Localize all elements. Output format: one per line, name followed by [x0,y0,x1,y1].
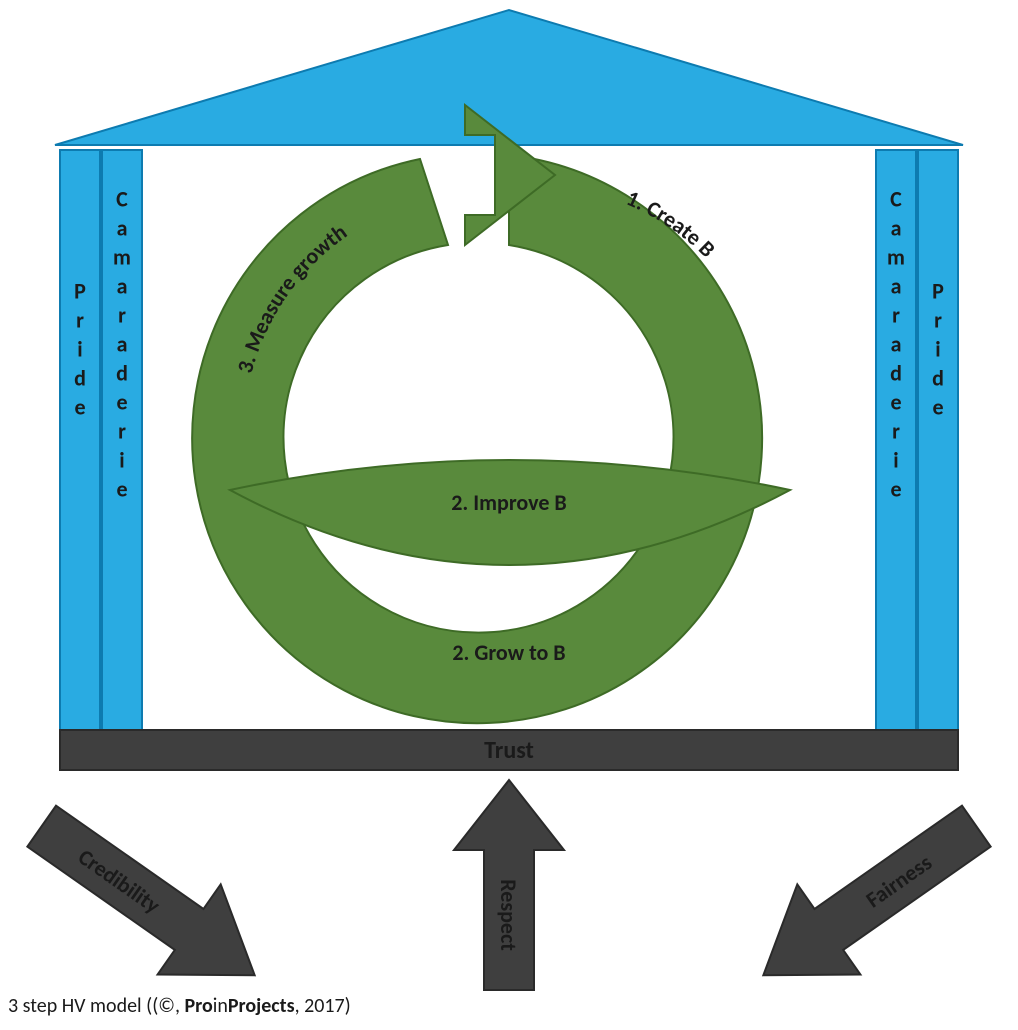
pillar-left-inner: Camaraderie [102,150,142,730]
pillar-right-outer: Pride [918,150,958,730]
pillar-right-inner-label: Camaraderie [883,186,910,505]
pillar-right-inner: Camaraderie [876,150,916,730]
caption-text: 3 step HV model ((©, ProinProjects, 2017… [8,994,351,1018]
cycle-step2-grow-label: 2. Grow to B [452,639,565,666]
input-arrow-left: Credibility [10,781,286,1020]
pillar-left-inner-label: Camaraderie [109,186,136,505]
pillar-left-outer-label: Pride [67,278,94,423]
foundation-bar: Trust [60,730,958,770]
input-arrow-right: Fairness [732,781,1008,1020]
foundation-label: Trust [484,736,534,765]
pillar-left-outer: Pride [60,150,100,730]
input-arrow-center: Respect [454,780,564,990]
roof-triangle [55,10,963,145]
cycle-ring [192,105,790,723]
pillar-right-outer-label: Pride [925,278,952,423]
cycle-step2-improve-label: 2. Improve B [451,489,566,516]
arrow-center-label: Respect [495,879,522,951]
